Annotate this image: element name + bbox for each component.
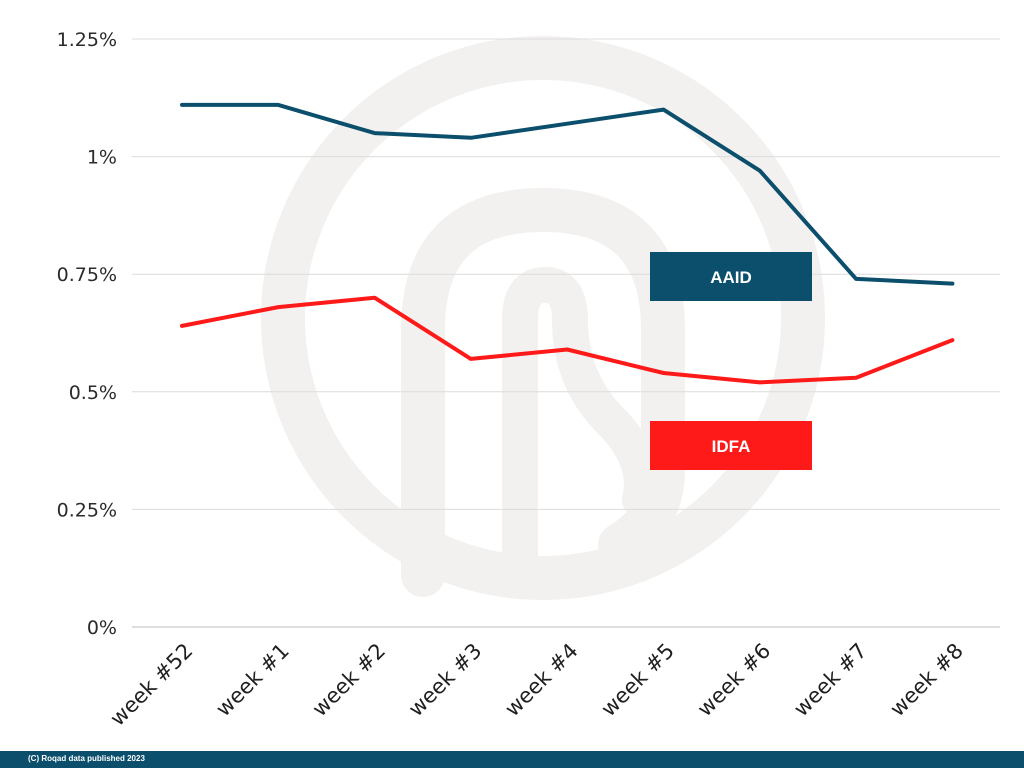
x-tick-label: week #2 — [308, 639, 391, 722]
x-tick-label: week #7 — [789, 639, 872, 722]
y-tick-label: 1% — [87, 147, 117, 169]
legend-label: IDFA — [712, 437, 751, 456]
y-tick-label: 0% — [87, 617, 117, 639]
x-tick-label: week #3 — [404, 639, 487, 722]
line-chart: 0%0.25%0.5%0.75%1%1.25% week #52 week #1 w… — [57, 29, 1000, 731]
y-tick-label: 1.25% — [57, 29, 117, 51]
legend-label: AAID — [710, 268, 752, 287]
series-line-idfa — [180, 295, 955, 385]
x-tick-label: week #1 — [211, 639, 294, 722]
y-tick-label: 0.5% — [69, 382, 117, 404]
legend-box-aaid — [650, 252, 812, 301]
x-tick-label: week #5 — [596, 639, 679, 722]
legend-box-idfa — [650, 421, 812, 470]
series-line-aaid — [180, 102, 955, 286]
x-tick-label: week #4 — [500, 639, 583, 722]
x-tick-label: week #8 — [885, 639, 968, 722]
y-tick-label: 0.75% — [57, 264, 117, 286]
x-tick-label: week #52 — [105, 639, 197, 731]
y-tick-label: 0.25% — [57, 499, 117, 521]
watermark-logo-icon — [261, 36, 825, 600]
copyright-text: (C) Roqad data published 2023 — [28, 754, 145, 763]
x-tick-label: week #6 — [693, 639, 776, 722]
footer-bar: (C) Roqad data published 2023 — [0, 751, 1024, 768]
